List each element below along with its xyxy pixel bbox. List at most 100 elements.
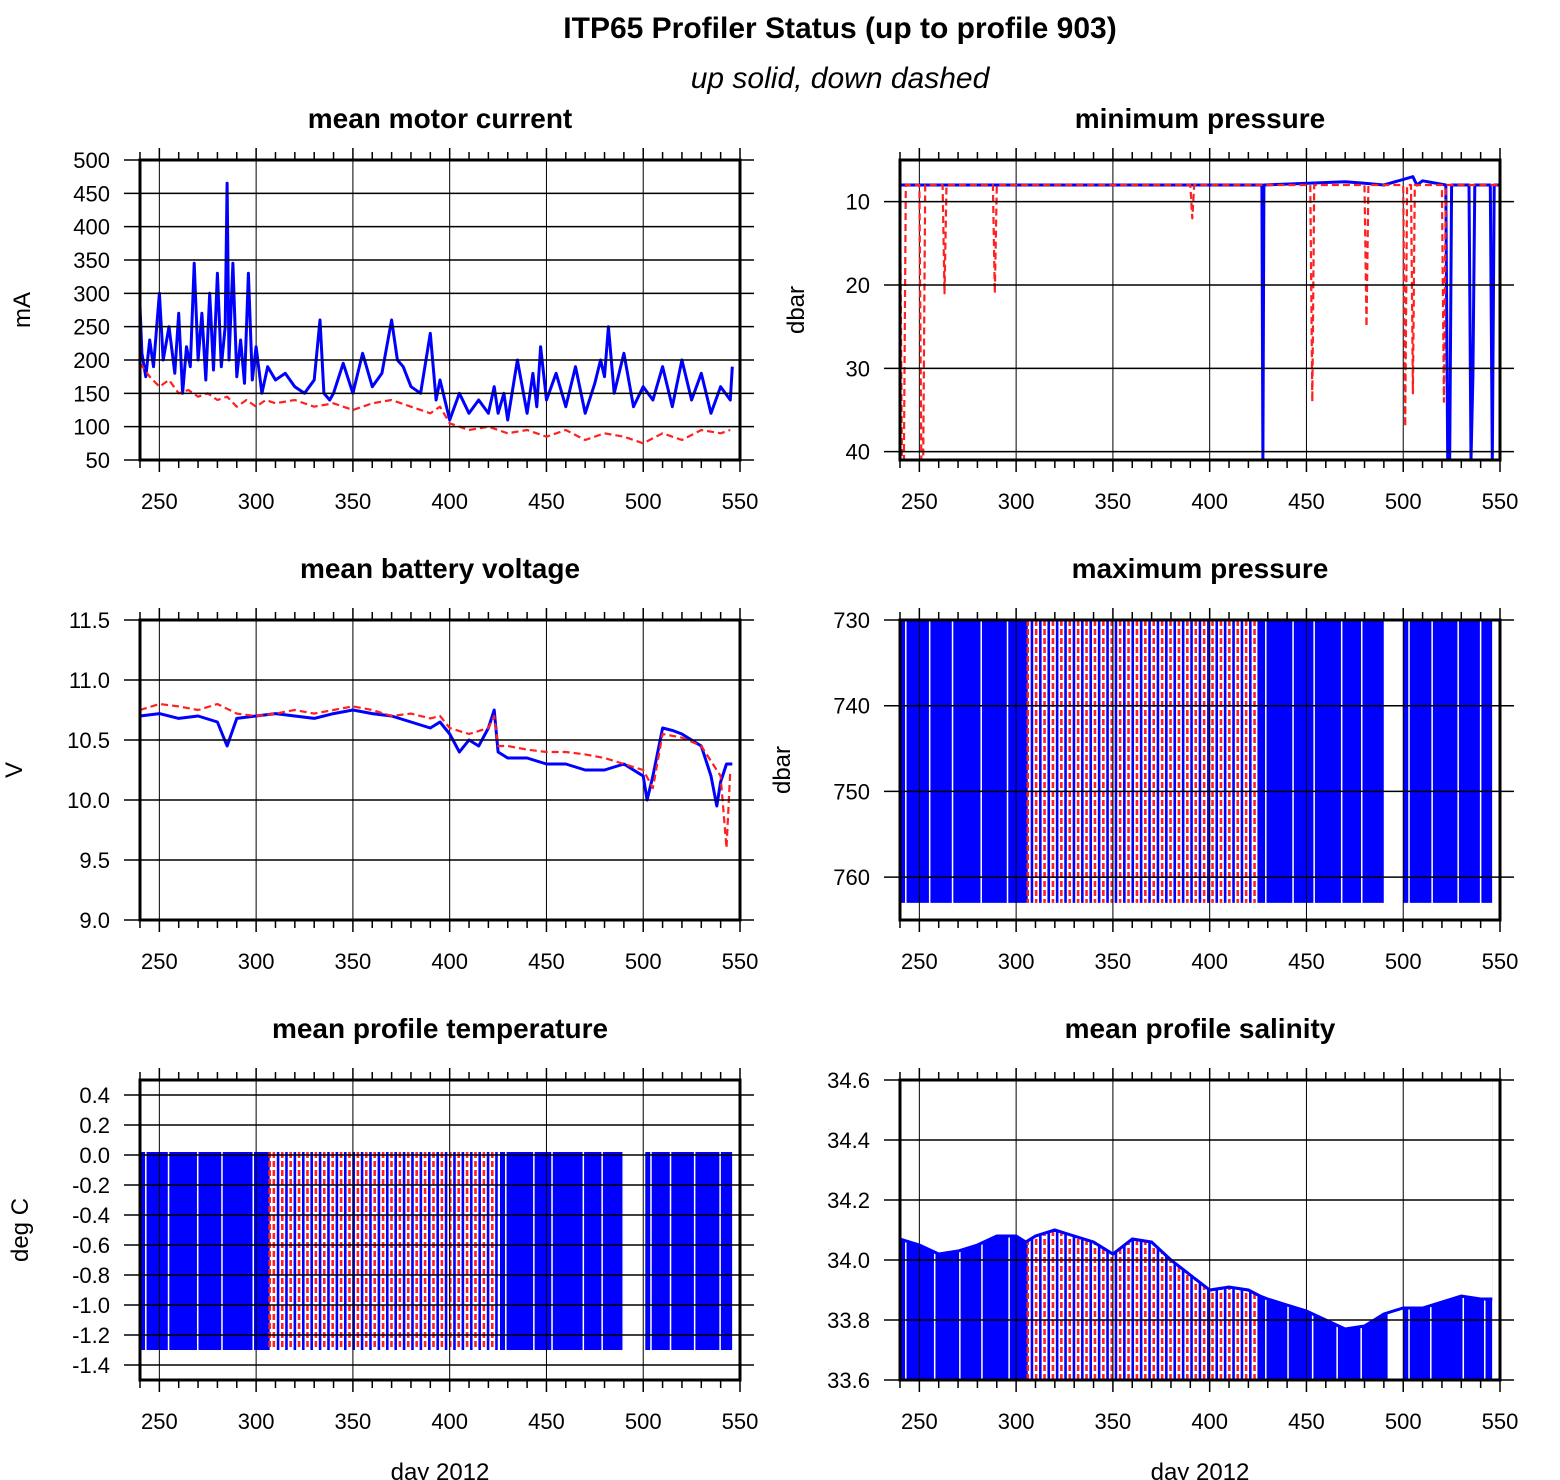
down-series-line	[900, 183, 1500, 460]
y-tick-label: 450	[73, 181, 110, 206]
x-tick-label: 500	[1385, 949, 1422, 974]
x-tick-label: 300	[998, 1409, 1035, 1434]
ticks	[124, 1068, 754, 1392]
x-tick-label: 450	[1288, 949, 1325, 974]
x-tick-label: 350	[1095, 949, 1132, 974]
x-tick-label: 500	[625, 949, 662, 974]
x-tick-label: 550	[722, 489, 759, 514]
y-tick-label: 9.0	[79, 908, 110, 933]
x-tick-label: 250	[901, 489, 938, 514]
y-axis-label: dbar	[769, 746, 796, 794]
y-tick-label: -0.2	[72, 1173, 110, 1198]
y-tick-label: 0.4	[79, 1083, 110, 1108]
figure-title: ITP65 Profiler Status (up to profile 903…	[563, 12, 1116, 45]
y-tick-label: 50	[86, 448, 110, 473]
panel-title: mean motor current	[308, 103, 573, 134]
profile-bands	[900, 620, 1493, 920]
up-series-line	[140, 708, 733, 808]
y-tick-label: -0.8	[72, 1263, 110, 1288]
gridlines-over	[918, 620, 1500, 920]
x-tick-label: 300	[238, 949, 275, 974]
y-tick-label: 11.0	[69, 668, 110, 693]
x-tick-label: 350	[335, 489, 372, 514]
x-tick-label: 450	[1288, 1409, 1325, 1434]
ticks	[124, 608, 754, 932]
x-tick-label: 250	[141, 489, 178, 514]
panel-maximum-pressure: maximum pressure dbar 730 740 750 760 250 300…	[769, 553, 1518, 974]
up-series-line	[900, 1228, 1493, 1331]
x-tick-label: 250	[901, 949, 938, 974]
y-tick-label: 150	[73, 381, 110, 406]
x-tick-label: 550	[1482, 489, 1519, 514]
figure-subtitle: up solid, down dashed	[691, 62, 991, 95]
up-series-line	[140, 181, 734, 422]
y-tick-label: 40	[846, 440, 870, 465]
x-tick-label: 450	[528, 489, 565, 514]
maxp-bottom-mask	[900, 902, 1500, 920]
x-tick-label: 250	[141, 949, 178, 974]
y-tick-label: 730	[833, 608, 870, 633]
x-tick-label: 550	[1482, 949, 1519, 974]
panel-title: mean profile salinity	[1065, 1013, 1336, 1044]
y-tick-label: 400	[73, 215, 110, 240]
plot-area	[900, 1080, 1500, 1380]
plot-area	[900, 620, 1500, 920]
plot-area	[140, 702, 733, 850]
y-tick-label: 20	[846, 273, 870, 298]
y-tick-label: 500	[73, 148, 110, 173]
y-tick-label: -0.6	[72, 1233, 110, 1258]
down-series-line	[140, 702, 732, 850]
y-tick-label: 0.2	[79, 1113, 110, 1138]
salinity-gap	[1492, 1080, 1500, 1380]
y-tick-label: 33.8	[827, 1308, 870, 1333]
gridlines	[900, 160, 1501, 460]
x-tick-label: 450	[1288, 489, 1325, 514]
x-axis-label: day 2012	[391, 1459, 490, 1480]
x-tick-label: 400	[431, 949, 468, 974]
gridlines	[140, 619, 741, 921]
panel-minimum-pressure: minimum pressure dbar 10 20 30 40 250 300 350 4…	[783, 103, 1518, 514]
x-tick-label: 550	[1482, 1409, 1519, 1434]
x-tick-label: 550	[722, 949, 759, 974]
plot-frame	[898, 158, 1502, 462]
y-tick-label: 10.0	[67, 788, 110, 813]
ticks	[124, 148, 754, 472]
y-tick-label: 11.5	[69, 608, 110, 633]
y-tick-label: 33.6	[827, 1368, 870, 1393]
panel-title: mean profile temperature	[272, 1013, 608, 1044]
x-tick-label: 500	[1385, 489, 1422, 514]
up-series-line	[900, 175, 1500, 460]
y-tick-label: 740	[833, 694, 870, 719]
x-tick-label: 350	[1095, 1409, 1132, 1434]
panel-mean-profile-temperature: mean profile temperature deg C day 2012 …	[7, 1013, 758, 1480]
plot-area	[140, 1080, 740, 1380]
x-tick-label: 450	[528, 1409, 565, 1434]
x-tick-label: 300	[238, 1409, 275, 1434]
plot-area	[900, 175, 1500, 460]
y-tick-label: 30	[846, 356, 870, 381]
x-tick-label: 500	[625, 489, 662, 514]
y-tick-label: 250	[73, 315, 110, 340]
y-tick-label: -1.0	[72, 1293, 110, 1318]
x-tick-label: 500	[1385, 1409, 1422, 1434]
y-axis-label: mA	[9, 292, 36, 328]
x-axis-label: day 2012	[1151, 1459, 1250, 1480]
y-tick-label: 200	[73, 348, 110, 373]
x-tick-label: 400	[1191, 949, 1228, 974]
salinity-mask	[900, 1080, 1493, 1329]
ticks	[884, 148, 1514, 472]
y-tick-label: -1.2	[72, 1323, 110, 1348]
panel-mean-motor-current: mean motor current mA 50 100 150 200 250 300 3…	[9, 103, 758, 514]
y-tick-label: 0.0	[79, 1143, 110, 1168]
temp-gap	[732, 1080, 740, 1380]
panel-mean-profile-salinity: mean profile salinity day 2012 33.6 33.8 3…	[827, 1013, 1518, 1480]
x-tick-label: 350	[335, 949, 372, 974]
y-tick-label: 34.4	[827, 1128, 870, 1153]
x-tick-label: 550	[722, 1409, 759, 1434]
y-tick-label: 750	[833, 779, 870, 804]
y-tick-label: 9.5	[79, 848, 110, 873]
y-tick-label: 10	[846, 190, 870, 215]
x-tick-label: 350	[1095, 489, 1132, 514]
salinity-gap	[1387, 1080, 1404, 1380]
